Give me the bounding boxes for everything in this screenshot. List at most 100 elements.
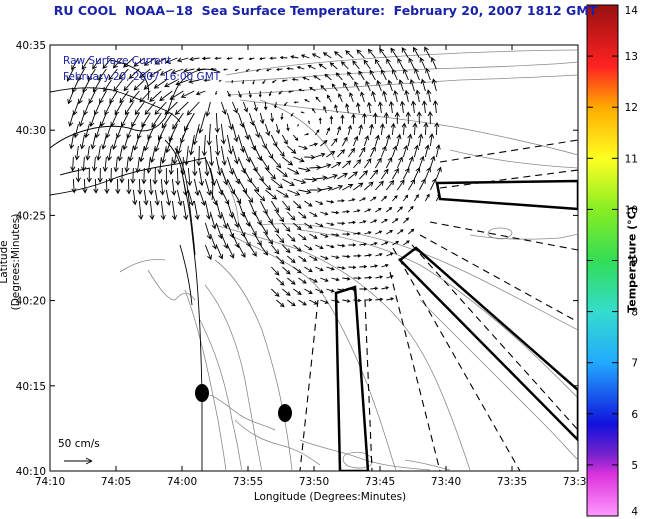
current-vector <box>421 100 428 114</box>
current-vector <box>128 145 134 162</box>
current-vector <box>307 64 316 70</box>
current-vector <box>359 264 368 269</box>
current-vector <box>253 101 258 112</box>
current-vector <box>374 134 380 147</box>
current-vector <box>214 112 220 134</box>
x-tick-label: 73:40 <box>431 476 461 488</box>
current-vector <box>100 112 107 127</box>
figure-title: RU COOL NOAA−18 Sea Surface Temperature:… <box>53 3 598 18</box>
current-vector <box>276 68 283 71</box>
current-vector <box>393 90 399 103</box>
current-vector <box>315 222 324 228</box>
current-vector <box>74 145 80 161</box>
current-vector <box>380 168 389 180</box>
current-vector <box>231 189 242 205</box>
current-vector <box>416 111 422 125</box>
current-vector <box>204 178 212 197</box>
current-vector <box>223 68 228 71</box>
current-vector <box>175 167 181 186</box>
current-vector <box>147 123 156 140</box>
current-vector <box>255 68 261 72</box>
current-vector <box>341 136 348 147</box>
current-vector <box>271 222 280 234</box>
current-vector <box>331 162 342 169</box>
current-vector <box>407 133 413 147</box>
current-vector <box>404 89 410 103</box>
current-vector <box>413 167 421 180</box>
current-vector <box>312 108 316 114</box>
current-vector <box>345 103 350 114</box>
current-vector <box>298 211 307 219</box>
current-vector <box>231 101 238 114</box>
current-vector <box>290 55 299 59</box>
current-vector <box>375 297 384 302</box>
current-vector <box>309 142 319 147</box>
current-vector <box>375 275 384 279</box>
current-vector <box>174 101 189 115</box>
current-vector <box>374 157 382 169</box>
current-vector <box>379 123 385 136</box>
current-vector <box>113 79 123 92</box>
current-vector <box>391 145 398 158</box>
current-vector <box>413 46 420 59</box>
current-vector <box>407 156 414 169</box>
colorbar-tick-label: 11 <box>625 153 638 165</box>
current-vector <box>359 242 368 246</box>
current-vector <box>81 156 87 172</box>
current-vector <box>337 172 348 180</box>
current-vector <box>220 211 228 229</box>
current-vector <box>198 112 206 134</box>
current-vector <box>226 244 235 259</box>
current-vector <box>370 242 378 246</box>
current-vector <box>397 229 404 235</box>
current-vector <box>370 286 379 291</box>
current-vector <box>435 166 442 180</box>
current-vector <box>103 79 112 93</box>
current-vector <box>104 101 112 116</box>
current-vector <box>408 205 414 213</box>
y-axis-label: Latitude (Degrees:Minutes) <box>0 213 22 311</box>
current-vector <box>201 56 211 61</box>
legend-current-time: February 20, 2007 16:00 GMT <box>63 71 221 83</box>
current-vector <box>359 287 368 291</box>
current-vector <box>106 145 112 162</box>
current-vector <box>293 288 302 295</box>
current-vector <box>320 163 332 169</box>
current-vector <box>171 178 177 196</box>
current-vector <box>300 54 310 59</box>
current-vector <box>287 167 300 175</box>
current-vector <box>353 182 364 191</box>
current-vector <box>370 264 379 268</box>
current-vector <box>115 178 121 195</box>
current-vector <box>164 79 178 88</box>
current-vector <box>175 79 189 86</box>
current-vector <box>184 145 190 166</box>
x-axis-ticks <box>49 45 579 471</box>
current-vector <box>386 58 393 70</box>
current-vector <box>358 146 366 158</box>
current-vector <box>282 266 291 275</box>
current-vector <box>176 189 183 207</box>
current-vector <box>259 134 267 150</box>
current-vector <box>204 156 210 177</box>
current-vector <box>254 189 266 202</box>
current-vector <box>293 200 302 209</box>
current-vector <box>403 217 410 224</box>
current-vector <box>337 266 346 270</box>
current-vector <box>425 67 431 81</box>
scale-label: 50 cm/s <box>58 438 100 450</box>
x-axis-tick-labels: 74:10 74:05 74:00 73:55 73:50 73:45 73:40 73:35… <box>35 476 593 488</box>
current-vector <box>215 156 222 177</box>
current-vector <box>353 276 362 280</box>
current-vector <box>188 134 195 156</box>
current-vector <box>112 57 123 69</box>
current-vector <box>304 99 310 103</box>
current-vector <box>298 233 307 241</box>
current-vector <box>160 200 166 221</box>
current-vector <box>186 167 193 187</box>
current-vector <box>298 167 311 173</box>
colorbar-tick-label: 14 <box>625 5 639 17</box>
current-vector <box>203 78 211 82</box>
colorbar-label: Temperature (°C) <box>625 206 639 313</box>
